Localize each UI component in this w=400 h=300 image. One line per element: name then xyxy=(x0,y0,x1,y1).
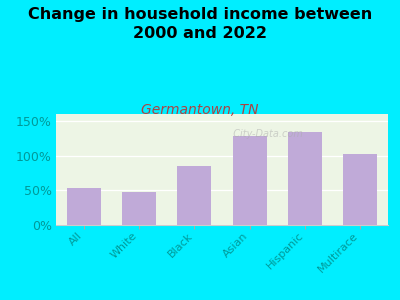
Bar xyxy=(122,192,156,225)
Text: City-Data.com: City-Data.com xyxy=(227,129,303,139)
Text: Germantown, TN: Germantown, TN xyxy=(141,103,259,118)
Text: Change in household income between
2000 and 2022: Change in household income between 2000 … xyxy=(28,8,372,41)
Bar xyxy=(343,154,378,225)
Bar xyxy=(177,166,212,225)
Bar xyxy=(288,132,322,225)
Bar xyxy=(66,188,101,225)
Bar xyxy=(232,136,267,225)
